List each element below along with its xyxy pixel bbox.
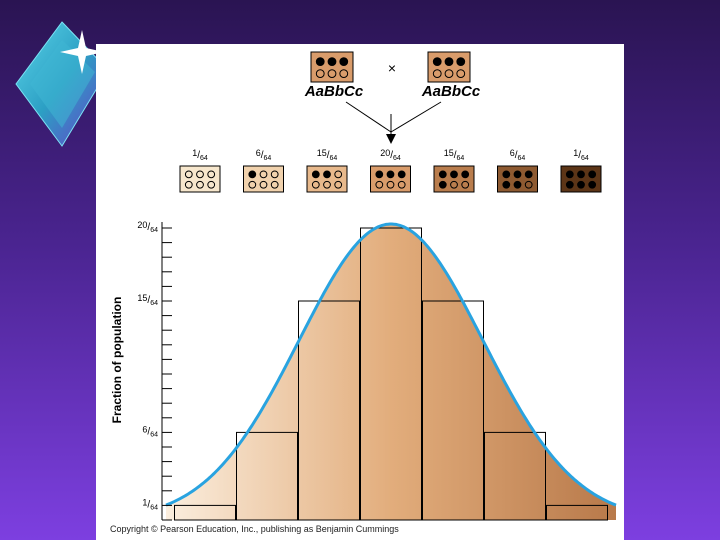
histogram-bar (236, 431, 298, 521)
light-allele-dot (311, 180, 320, 189)
dark-allele-dot (588, 180, 597, 189)
parent2-genotype: AaBbCc (421, 83, 481, 100)
light-allele-dot (375, 180, 384, 189)
dark-allele-dot (438, 170, 447, 179)
dark-allele-dot (565, 180, 574, 189)
light-allele-dot (334, 180, 343, 189)
dark-allele-dot (577, 170, 585, 179)
chart-area: 20/64 15/64 6/64 1/64 (137, 220, 617, 521)
y-tick-label: 1/64 (142, 497, 158, 511)
light-allele-dot (524, 180, 533, 189)
copyright-text: Copyright © Pearson Education, Inc., pub… (110, 524, 399, 534)
parent1-genotype: AaBbCc (304, 83, 364, 100)
offspring-box: 6/64 (243, 148, 284, 193)
light-allele-dot (386, 180, 395, 189)
histogram-bar (298, 300, 360, 521)
bell-curve-fill (166, 224, 616, 520)
offspring-fraction: 20/64 (380, 148, 401, 162)
dark-allele-dot (524, 170, 533, 179)
light-allele-dot (184, 170, 193, 179)
offspring-box: 1/64 (179, 148, 221, 193)
dark-allele-dot (311, 170, 320, 179)
offspring-box: 6/64 (497, 148, 538, 193)
dark-allele-dot (323, 170, 331, 179)
offspring-box: 15/64 (433, 148, 475, 193)
light-allele-dot (196, 180, 204, 189)
offspring-fraction: 1/64 (573, 148, 589, 162)
offspring-fraction: 15/64 (317, 148, 338, 162)
dark-allele-dot (456, 57, 466, 67)
sparkle-icon (60, 30, 104, 74)
dark-allele-dot (513, 180, 522, 189)
light-allele-dot (323, 180, 331, 189)
offspring-box: 20/64 (370, 148, 411, 193)
bell-curve-line (165, 222, 617, 507)
light-allele-dot (259, 170, 268, 179)
histogram-bar (484, 431, 546, 521)
dark-allele-dot (588, 170, 597, 179)
light-allele-dot (461, 180, 470, 189)
dark-allele-dot (339, 57, 349, 67)
dark-allele-dot (397, 170, 406, 179)
y-axis-label: Fraction of population (110, 296, 124, 424)
light-allele-dot (315, 69, 325, 79)
light-allele-dot (456, 69, 466, 79)
offspring-row: 1/64 6/64 15/64 20/64 15/64 6/64 1/64 (179, 148, 602, 193)
light-allele-dot (196, 170, 204, 179)
offspring-fraction: 6/64 (256, 148, 272, 162)
dark-allele-dot (438, 180, 447, 189)
dark-allele-dot (375, 170, 384, 179)
dark-allele-dot (577, 180, 585, 189)
y-tick-label: 15/64 (137, 293, 158, 307)
polygenic-figure: × AaBbCc AaBbCc 1/64 6/64 15/64 20/64 15/64 6… (137, 51, 617, 521)
light-allele-dot (259, 180, 268, 189)
light-allele-dot (450, 180, 458, 189)
light-allele-dot (339, 69, 349, 79)
light-allele-dot (397, 180, 406, 189)
light-allele-dot (444, 69, 454, 79)
dark-allele-dot (513, 170, 522, 179)
light-allele-dot (207, 170, 216, 179)
offspring-fraction: 6/64 (510, 148, 526, 162)
light-allele-dot (270, 180, 279, 189)
dark-allele-dot (432, 57, 442, 67)
dark-allele-dot (444, 57, 454, 67)
light-allele-dot (432, 69, 442, 79)
histogram-bar (422, 300, 484, 521)
cross-symbol: × (388, 60, 396, 76)
y-tick-label: 6/64 (142, 424, 158, 438)
light-allele-dot (334, 170, 343, 179)
light-allele-dot (270, 170, 279, 179)
dark-allele-dot (565, 170, 574, 179)
offspring-fraction: 15/64 (444, 148, 465, 162)
y-tick-label: 20/64 (137, 220, 158, 234)
histogram-bar (174, 504, 236, 521)
dark-allele-dot (461, 170, 470, 179)
dark-allele-dot (502, 170, 511, 179)
offspring-box: 1/64 (560, 148, 602, 193)
dark-allele-dot (327, 57, 337, 67)
offspring-fraction: 1/64 (192, 148, 208, 162)
light-allele-dot (207, 180, 216, 189)
light-allele-dot (248, 180, 257, 189)
cross-arrow (345, 101, 442, 144)
dark-allele-dot (248, 170, 257, 179)
histogram-bar (360, 227, 422, 521)
dark-allele-dot (502, 180, 511, 189)
dark-allele-dot (450, 170, 458, 179)
dark-allele-dot (386, 170, 395, 179)
light-allele-dot (184, 180, 193, 189)
light-allele-dot (327, 69, 337, 79)
offspring-box: 15/64 (306, 148, 348, 193)
histogram-bar (546, 504, 608, 521)
dark-allele-dot (315, 57, 325, 67)
